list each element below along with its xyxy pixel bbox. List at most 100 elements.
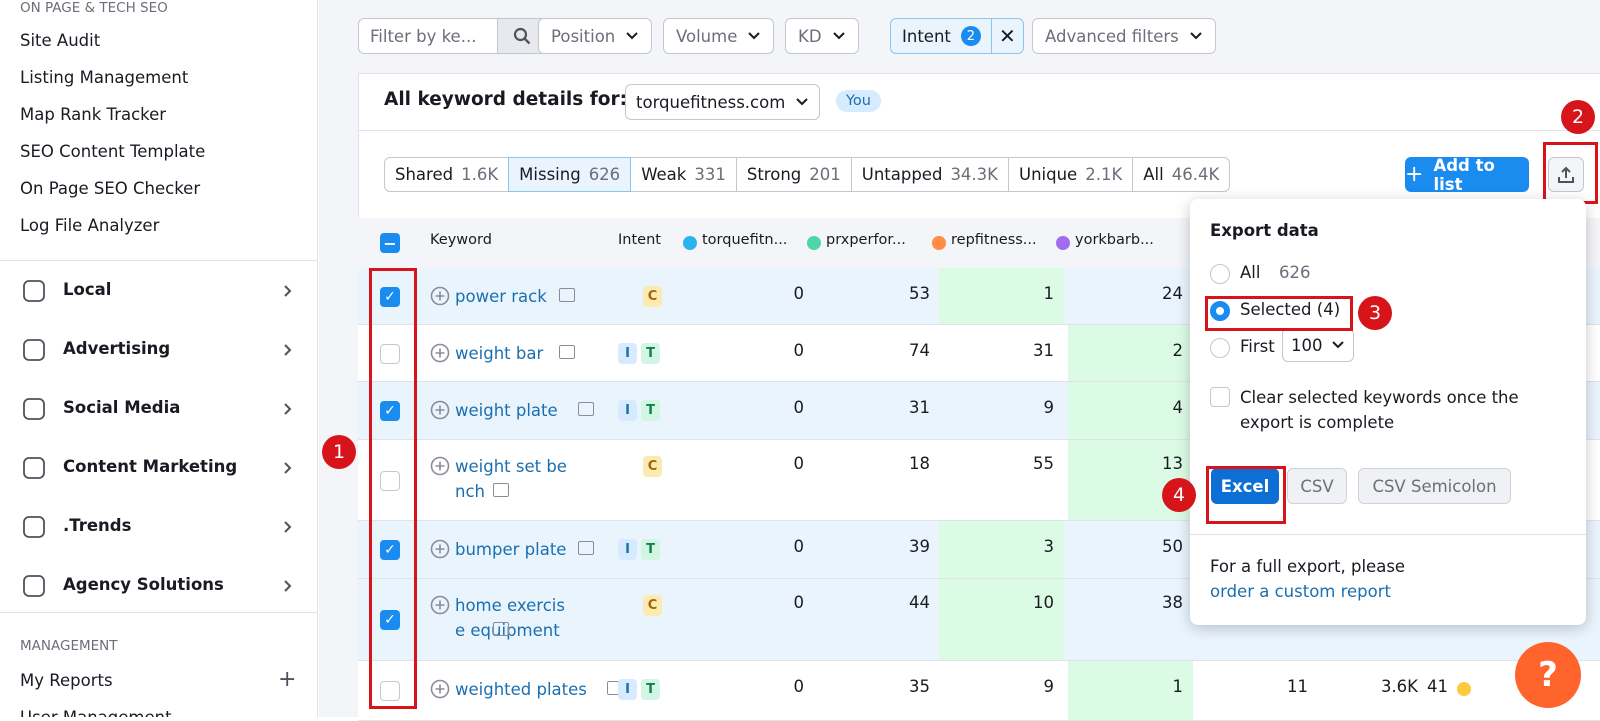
nav-item[interactable]: SEO Content Template (20, 142, 206, 161)
section-title: ON PAGE & TECH SEO (20, 0, 168, 16)
keyword[interactable]: home exercise equipment (455, 596, 565, 640)
row-checkbox[interactable] (380, 470, 400, 491)
keyword[interactable]: weight set bench (455, 457, 567, 501)
chevron (281, 342, 295, 361)
export-button[interactable] (1548, 157, 1584, 192)
custom-report-link[interactable]: order a custom report (1210, 582, 1392, 601)
nav-group[interactable]: Advertising (63, 339, 171, 358)
radio[interactable] (1210, 264, 1230, 284)
rows-select[interactable]: 100 (1282, 328, 1354, 362)
row-checkbox[interactable]: ✓ (380, 540, 400, 560)
tab[interactable]: Weak 331 (630, 157, 737, 192)
serp-icon (493, 483, 509, 497)
clear-intent[interactable]: ✕ (990, 19, 1023, 53)
tab-label: Unique (1019, 165, 1078, 184)
keyword[interactable]: weight plate (455, 401, 558, 420)
intent-badge: C (643, 456, 662, 477)
best-cell (939, 579, 1064, 660)
annotation: 3 (1358, 296, 1392, 330)
chevron (796, 98, 809, 106)
highlight-box (1543, 142, 1598, 204)
domain-select[interactable]: torquefitness.com (625, 84, 821, 120)
tab[interactable]: Shared 1.6K (384, 157, 510, 192)
nav-group[interactable]: Agency Solutions (63, 575, 224, 594)
search-placeholder: Filter by ke... (370, 26, 477, 46)
nav-item[interactable]: Log File Analyzer (20, 216, 160, 235)
nav-group[interactable]: Social Media (63, 398, 181, 417)
help-button[interactable]: ? (1515, 642, 1581, 708)
intent-badge: T (641, 539, 660, 560)
difficulty-dot (1457, 682, 1471, 696)
cell-value: 50 (1162, 537, 1183, 556)
header-title: All keyword details for: (384, 89, 627, 110)
you-badge: You (836, 90, 881, 112)
nav-group[interactable]: .Trends (63, 516, 132, 535)
option-label: All (1240, 263, 1261, 282)
chevron (748, 32, 761, 40)
filter-label: Volume (676, 26, 738, 46)
group-icon (21, 278, 47, 308)
add-to-list[interactable]: + Add to list (1405, 155, 1529, 194)
option-label: First (1240, 337, 1275, 356)
chevron (1331, 341, 1344, 349)
filter-dropdown[interactable]: Position (538, 18, 653, 54)
select-all[interactable]: − (380, 233, 400, 253)
export-format-button[interactable]: CSV Semicolon (1358, 468, 1511, 504)
cell-value: 3.6K (1380, 677, 1418, 696)
domain-header: repfitness... (951, 232, 1037, 248)
row-checkbox[interactable]: ✓ (380, 401, 400, 421)
cell-value: 38 (1162, 593, 1183, 612)
filter-dropdown[interactable]: Volume (663, 18, 775, 54)
add-report[interactable]: + (278, 667, 297, 692)
row-checkbox[interactable] (380, 681, 400, 701)
radio[interactable] (1210, 301, 1230, 321)
intent-badge: T (641, 679, 660, 700)
tab-label: All (1143, 165, 1164, 184)
nav-item[interactable]: Site Audit (20, 31, 101, 50)
cell-value: 9 (1043, 677, 1055, 696)
nav-item[interactable]: User Management (20, 708, 172, 717)
keyword[interactable]: weight bar (455, 344, 544, 363)
keyword[interactable]: power rack (455, 287, 547, 306)
domain-dot (683, 236, 697, 250)
nav-item[interactable]: My Reports (20, 671, 113, 690)
sidebar: ON PAGE & TECH SEO MANAGEMENT Site Audit… (0, 0, 318, 717)
intent-badge: T (641, 343, 660, 364)
keyword[interactable]: weighted plates (455, 680, 587, 699)
nav-item[interactable]: Map Rank Tracker (20, 105, 167, 124)
intent-filter[interactable]: Intent 2 ✕ (890, 18, 1024, 54)
nav-group[interactable]: Local (63, 280, 112, 299)
nav-item[interactable]: Listing Management (20, 68, 189, 87)
nav-item[interactable]: On Page SEO Checker (20, 179, 201, 198)
radio[interactable] (1210, 338, 1230, 358)
plus-icon: + (1405, 162, 1424, 187)
row-checkbox[interactable] (380, 343, 400, 364)
clear-checkbox[interactable] (1210, 387, 1230, 407)
rows-value: 100 (1291, 335, 1323, 355)
tab[interactable]: Unique 2.1K (1008, 157, 1134, 192)
search[interactable]: Filter by ke... (358, 18, 548, 54)
tab[interactable]: Missing 626 (508, 157, 632, 192)
row-checkbox[interactable]: ✓ (380, 610, 400, 630)
intents: C (643, 286, 666, 307)
nav-group[interactable]: Content Marketing (63, 457, 238, 476)
tab[interactable]: Strong 201 (735, 157, 852, 192)
cell-value: 24 (1162, 284, 1183, 303)
export-format-button[interactable]: CSV (1287, 468, 1347, 504)
intents: C (643, 456, 666, 477)
intent-badge: I (618, 400, 637, 421)
export-format-button[interactable]: Excel (1211, 468, 1279, 504)
add-keyword-icon (430, 679, 450, 703)
tab-label: Weak (641, 165, 687, 184)
keyword[interactable]: bumper plate (455, 540, 567, 559)
row-checkbox[interactable]: ✓ (380, 286, 400, 307)
tab[interactable]: Untapped 34.3K (850, 157, 1009, 192)
tab[interactable]: All 46.4K (1132, 157, 1231, 192)
advanced-filters[interactable]: Advanced filters (1032, 18, 1216, 54)
cell-value: 9 (1043, 398, 1055, 417)
filter-dropdown[interactable]: KD (785, 18, 859, 54)
chevron (1190, 32, 1202, 40)
intent-badge: I (618, 679, 637, 700)
group-icon (21, 514, 47, 544)
add-to-list-label: Add to list (1433, 155, 1495, 194)
